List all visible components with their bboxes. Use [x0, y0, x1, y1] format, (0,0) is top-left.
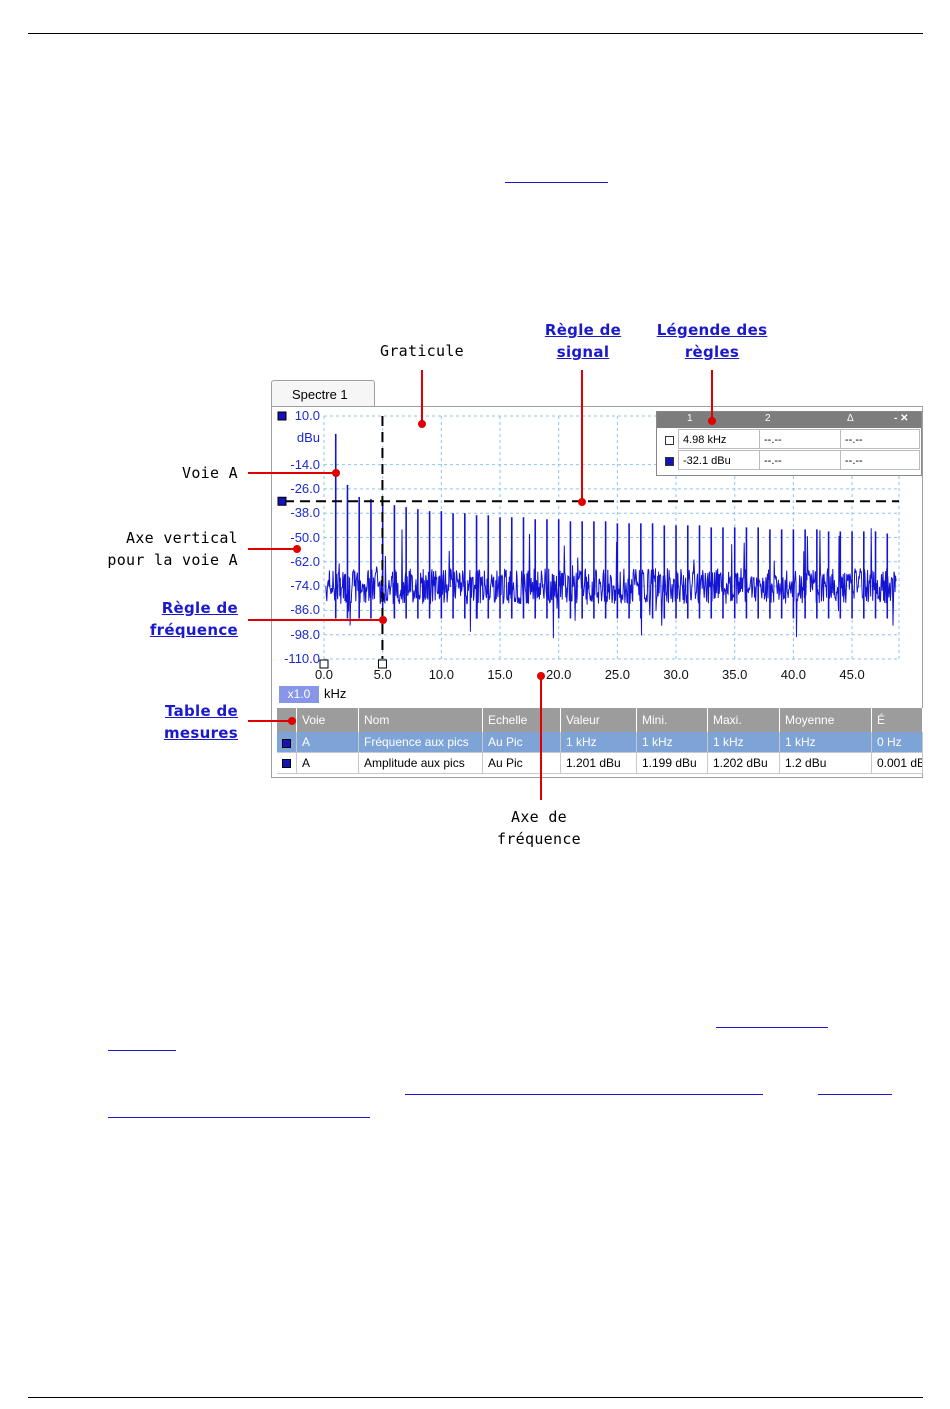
cell-ecart: 0.001 dB	[872, 753, 923, 774]
col-header-nom[interactable]: Nom	[359, 708, 483, 732]
cell-maxi: 1.202 dBu	[708, 753, 780, 774]
legend-controls[interactable]: - ✕	[894, 413, 909, 424]
y-tick-label: -38.0	[290, 505, 320, 521]
legend-r1-v2: --.--	[759, 429, 841, 449]
callout-regle-frequence[interactable]: Règle de fréquence	[149, 599, 238, 639]
x-tick-label: 35.0	[722, 667, 748, 682]
x-unit-label: kHz	[324, 686, 347, 701]
y-tick-label: -14.0	[290, 456, 320, 472]
row-swatch-cell	[277, 732, 297, 753]
x-tick-label: 15.0	[487, 667, 513, 682]
legend-r1-d: --.--	[840, 429, 920, 449]
x-tick-label: 25.0	[604, 667, 631, 682]
doc-link-6[interactable]	[108, 1117, 370, 1118]
legend-r2-v2: --.--	[759, 450, 841, 470]
col-header-ecart[interactable]: É	[872, 708, 923, 732]
callout-table-mesures[interactable]: Table de mesures	[163, 702, 238, 742]
cell-ecart: 0 Hz	[872, 732, 923, 753]
y-tick-label: -98.0	[290, 626, 320, 642]
cell-nom: Fréquence aux pics	[359, 732, 483, 753]
x-tick-label: 0.0	[314, 667, 334, 682]
doc-link-5[interactable]	[818, 1094, 892, 1095]
cell-voie: A	[297, 732, 359, 753]
callout-voie-a: Voie A	[182, 464, 238, 482]
legend-r1-v1: 4.98 kHz	[678, 429, 760, 449]
cell-mini: 1 kHz	[637, 732, 708, 753]
y-tick-label: -62.0	[290, 553, 320, 569]
col-header-valeur[interactable]: Valeur	[561, 708, 637, 732]
legend-col-delta: Δ	[847, 413, 854, 424]
callout-legende-regles[interactable]: Légende des règles	[656, 321, 768, 361]
legend-col-1: 1	[687, 413, 693, 424]
col-header-blank	[277, 708, 297, 732]
cell-voie: A	[297, 753, 359, 774]
x-tick-label: 5.0	[373, 667, 392, 682]
y-tick-label: 10.0	[294, 408, 320, 423]
col-header-voie[interactable]: Voie	[297, 708, 359, 732]
cell-valeur: 1.201 dBu	[561, 753, 637, 774]
cell-echelle: Au Pic	[483, 753, 561, 774]
row-swatch-cell	[277, 753, 297, 774]
zoom-badge[interactable]: x1.0	[279, 686, 319, 703]
ruler-legend[interactable]: 1 2 Δ - ✕ 4.98 kHz --.-- --.-- -32.1 dBu…	[656, 411, 922, 476]
legend-r2-v1: -32.1 dBu	[678, 450, 760, 470]
y-tick-label: -50.0	[290, 529, 320, 545]
row-color-swatch	[282, 739, 291, 748]
x-tick-label: 20.0	[546, 667, 572, 682]
legend-swatch-freq	[665, 436, 674, 445]
legend-r2-d: --.--	[840, 450, 920, 470]
cell-moyenne: 1 kHz	[780, 732, 872, 753]
x-tick-label: 30.0	[663, 667, 689, 682]
callout-axe-vertical: Axe vertical pour la voie A	[107, 529, 238, 569]
callout-axe-frequence: Axe de fréquence	[497, 808, 581, 848]
legend-swatch-signal	[665, 457, 674, 466]
y-tick-label: -26.0	[290, 480, 320, 496]
y-unit-label: dBu	[296, 430, 320, 445]
col-header-maxi[interactable]: Maxi.	[708, 708, 780, 732]
legend-col-2: 2	[765, 413, 771, 424]
bottom-rule	[28, 1397, 923, 1398]
callout-regle-signal[interactable]: Règle de signal	[544, 321, 622, 361]
cell-nom: Amplitude aux pics	[359, 753, 483, 774]
cell-echelle: Au Pic	[483, 732, 561, 753]
col-header-moyenne[interactable]: Moyenne	[780, 708, 872, 732]
cell-moyenne: 1.2 dBu	[780, 753, 872, 774]
doc-link-4[interactable]	[405, 1094, 763, 1095]
x-tick-label: 10.0	[428, 667, 454, 682]
col-header-echelle[interactable]: Echelle	[483, 708, 561, 732]
callout-graticule: Graticule	[380, 342, 464, 360]
x-tick-label: 40.0	[780, 667, 807, 682]
doc-link-3[interactable]	[108, 1050, 176, 1051]
x-tick-label: 45.0	[839, 667, 865, 682]
y-tick-label: -74.0	[290, 578, 320, 594]
doc-link-1[interactable]	[505, 182, 608, 183]
ruler-legend-header: 1 2 Δ - ✕	[657, 412, 921, 428]
tab-spectre[interactable]: Spectre 1	[271, 380, 375, 407]
measurements-table[interactable]: Voie Nom Echelle Valeur Mini. Maxi. Moye…	[277, 708, 923, 776]
doc-link-2[interactable]	[716, 1027, 828, 1028]
col-header-mini[interactable]: Mini.	[637, 708, 708, 732]
y-tick-label: -86.0	[290, 602, 320, 618]
y-tick-label: -110.0	[284, 651, 320, 666]
top-rule	[28, 33, 923, 34]
cell-valeur: 1 kHz	[561, 732, 637, 753]
row-color-swatch	[282, 759, 291, 768]
cell-mini: 1.199 dBu	[637, 753, 708, 774]
cell-maxi: 1 kHz	[708, 732, 780, 753]
